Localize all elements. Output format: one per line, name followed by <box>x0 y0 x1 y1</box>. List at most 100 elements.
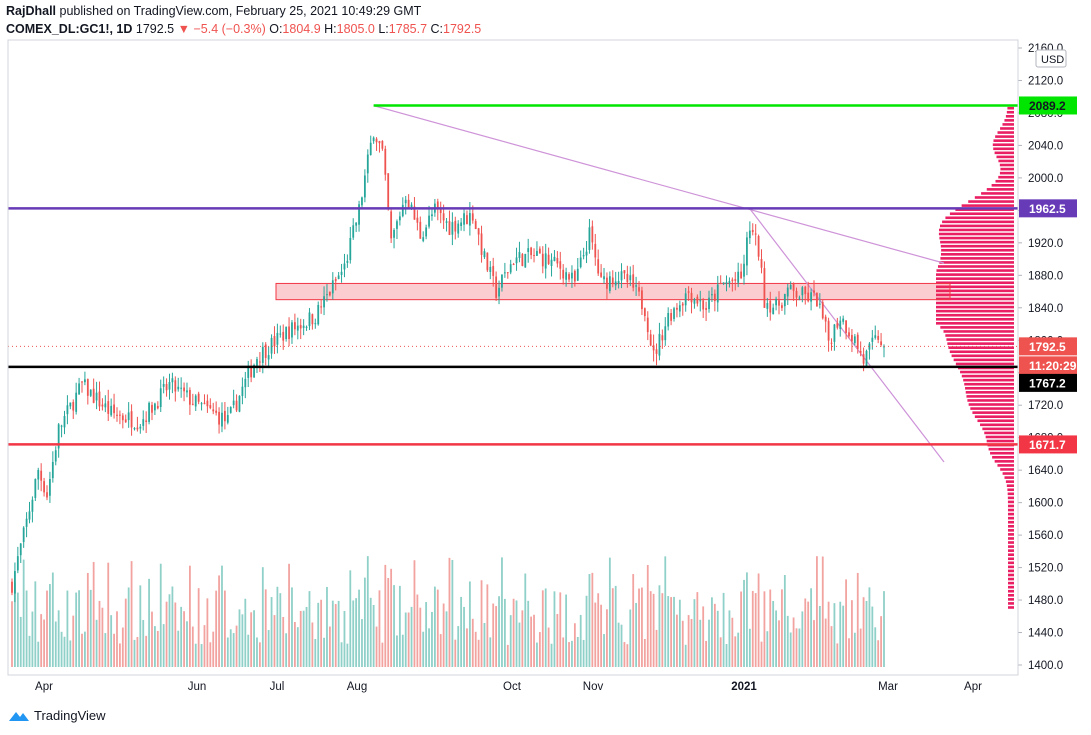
candle-body <box>833 324 836 342</box>
candle-body <box>46 492 48 498</box>
x-tick-label: Aug <box>347 681 367 693</box>
volume-bar <box>314 639 317 667</box>
volume-bar <box>133 639 136 667</box>
candle-body <box>165 383 168 391</box>
candle-body <box>186 390 188 393</box>
high-value: 1805.0 <box>336 22 375 36</box>
candle-body <box>632 274 635 288</box>
candle-body <box>480 233 483 255</box>
volume-bar <box>273 615 276 667</box>
candle-body <box>337 275 340 279</box>
volume-bar <box>693 599 696 667</box>
candle-body <box>212 409 215 412</box>
candle-body <box>509 264 512 273</box>
candle-body <box>54 450 57 462</box>
volume-bars <box>11 556 885 667</box>
candle-body <box>693 299 696 304</box>
candle-body <box>14 571 16 594</box>
candle-body <box>369 142 372 156</box>
volume-bar <box>162 624 165 667</box>
candle-body <box>611 277 614 285</box>
candle-body <box>40 470 43 481</box>
volume-bar <box>270 597 273 667</box>
symbol-name[interactable]: COMEX_DL:GC1!, 1D <box>6 22 133 36</box>
candle-body <box>748 230 751 239</box>
profile-row <box>986 188 1014 191</box>
y-tick-label: 1880.0 <box>1028 270 1063 282</box>
volume-bar <box>518 622 521 667</box>
profile-row <box>947 342 1014 345</box>
candle-body <box>28 511 31 520</box>
candle-body <box>737 271 740 283</box>
volume-bar <box>238 609 241 667</box>
candle-body <box>84 379 86 383</box>
candle-body <box>801 287 804 296</box>
author-name[interactable]: RajDhall <box>6 4 57 18</box>
volume-bar <box>754 593 757 667</box>
candle-body <box>314 323 317 325</box>
profile-row <box>992 143 1014 147</box>
candle-body <box>824 316 827 322</box>
candle-body <box>856 334 859 349</box>
candle-body <box>565 272 568 280</box>
profile-row <box>998 175 1014 179</box>
volume-bar <box>54 621 57 667</box>
candle-body <box>711 294 713 296</box>
volume-bar <box>31 611 34 667</box>
volume-bar <box>154 626 156 667</box>
volume-bar <box>130 561 133 667</box>
x-tick-label: Apr <box>35 681 53 693</box>
candle-body <box>285 326 288 339</box>
close-value: 1792.5 <box>443 22 482 36</box>
volume-bar <box>538 632 541 667</box>
volume-bar <box>807 601 810 667</box>
volume-bar <box>466 628 468 667</box>
profile-row <box>1008 573 1014 577</box>
candle-body <box>754 233 757 235</box>
volume-bar <box>66 590 69 667</box>
tradingview-brand[interactable]: TradingView <box>8 708 106 723</box>
candle-body <box>69 402 72 407</box>
candle-body <box>830 342 833 344</box>
candle-body <box>261 346 264 363</box>
volume-bar <box>369 597 372 667</box>
volume-bar <box>559 592 562 667</box>
price-change: −5.4 (−0.3%) <box>193 22 266 36</box>
volume-bar <box>148 578 150 667</box>
volume-bar <box>579 614 582 667</box>
volume-bar <box>92 562 95 667</box>
volume-bar <box>63 636 66 667</box>
candle-body <box>728 281 731 284</box>
candle-body <box>270 337 273 354</box>
candle-body <box>11 581 13 593</box>
candle-body <box>328 291 331 296</box>
volume-bar <box>89 589 92 667</box>
candle-body <box>256 359 258 366</box>
trendline <box>749 208 945 463</box>
candle-body <box>331 280 334 294</box>
candle-body <box>821 302 824 319</box>
profile-row <box>936 289 1014 293</box>
profile-row <box>980 423 1014 427</box>
candle-body <box>740 271 742 279</box>
profile-row <box>1008 557 1014 561</box>
candle-body <box>448 221 451 235</box>
candle-body <box>63 416 66 428</box>
volume-bar <box>489 637 492 667</box>
profile-row <box>1008 553 1014 557</box>
candle-body <box>655 349 658 354</box>
candle-body <box>323 296 325 308</box>
last-price: 1792.5 <box>135 22 175 36</box>
volume-bar <box>241 614 244 667</box>
currency-badge <box>1035 49 1067 68</box>
horizontal-levels <box>8 104 1018 446</box>
volume-bar <box>261 567 264 667</box>
volume-bar <box>19 616 22 667</box>
candle-body <box>401 204 404 217</box>
candle-body <box>317 304 320 325</box>
candle-body <box>101 404 104 407</box>
volume-bar <box>617 622 620 667</box>
y-tick-label: 2040.0 <box>1028 140 1063 152</box>
candle-body <box>818 303 821 305</box>
